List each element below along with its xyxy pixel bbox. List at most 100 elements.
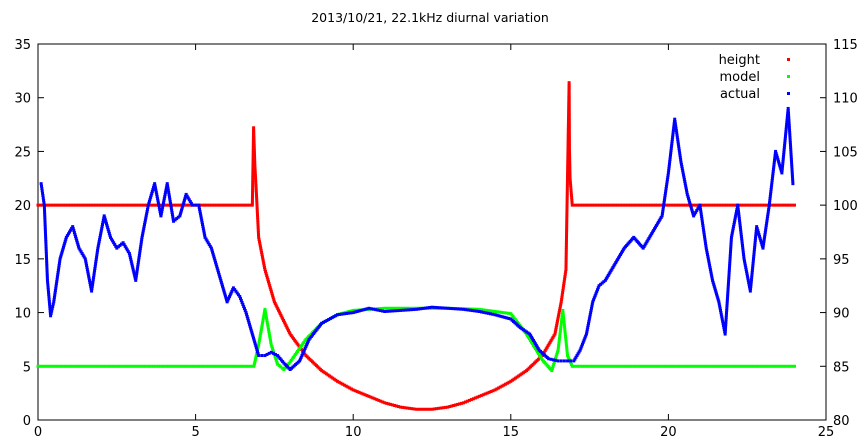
data-point <box>473 309 477 313</box>
data-point <box>198 212 202 216</box>
data-point <box>550 369 554 373</box>
data-point <box>593 203 597 207</box>
data-point <box>551 365 555 369</box>
data-point <box>279 358 283 362</box>
data-point <box>722 326 726 330</box>
data-point <box>533 342 537 346</box>
data-point <box>567 141 571 145</box>
data-point <box>543 349 547 353</box>
data-point <box>567 101 571 105</box>
data-point <box>489 390 493 394</box>
data-point <box>704 242 708 246</box>
data-point <box>672 126 676 130</box>
data-point <box>528 337 532 341</box>
data-point <box>729 364 733 368</box>
data-point <box>721 321 725 325</box>
data-point <box>224 364 228 368</box>
data-point <box>175 203 179 207</box>
data-point <box>143 222 147 226</box>
data-point <box>94 203 98 207</box>
data-point <box>270 292 274 296</box>
data-point <box>653 225 657 229</box>
data-point <box>568 154 572 158</box>
data-point <box>202 229 206 233</box>
data-point <box>535 350 539 354</box>
data-point <box>745 274 749 278</box>
data-point <box>97 242 101 246</box>
data-point <box>149 203 153 207</box>
data-point <box>245 314 249 318</box>
data-point <box>562 318 566 322</box>
data-point <box>273 352 277 356</box>
data-point <box>48 302 52 306</box>
data-point <box>471 309 475 313</box>
data-point <box>119 364 123 368</box>
data-point <box>298 346 302 350</box>
data-point <box>782 152 786 156</box>
data-point <box>61 203 65 207</box>
data-point <box>773 158 777 162</box>
data-point <box>588 203 592 207</box>
data-point <box>531 343 535 347</box>
data-point <box>564 250 568 254</box>
data-point <box>567 98 571 102</box>
data-point <box>169 202 173 206</box>
data-point <box>554 358 558 362</box>
data-point <box>385 401 389 405</box>
data-point <box>596 203 600 207</box>
data-point <box>45 259 49 263</box>
data-point <box>44 364 48 368</box>
data-point <box>684 188 688 192</box>
data-point <box>278 312 282 316</box>
data-point <box>563 327 567 331</box>
data-point <box>565 204 569 208</box>
data-point <box>666 171 670 175</box>
data-point <box>211 252 215 256</box>
data-point <box>46 283 50 287</box>
data-point <box>533 347 537 351</box>
data-point <box>172 364 176 368</box>
data-point <box>705 250 709 254</box>
data-point <box>90 287 94 291</box>
data-point <box>54 286 58 290</box>
data-point <box>254 354 258 358</box>
data-point <box>256 230 260 234</box>
data-point <box>531 339 535 343</box>
data-point <box>722 364 726 368</box>
data-point <box>778 165 782 169</box>
data-point <box>572 359 576 363</box>
data-point <box>737 364 741 368</box>
data-point <box>428 306 432 310</box>
y2-tick-label: 115 <box>833 38 858 53</box>
y2-tick-label: 80 <box>833 414 850 429</box>
data-point <box>252 133 256 137</box>
data-point <box>125 248 129 252</box>
data-point <box>714 290 718 294</box>
data-point <box>559 300 563 304</box>
data-point <box>681 169 685 173</box>
data-point <box>499 314 503 318</box>
data-point <box>277 310 281 314</box>
data-point <box>238 294 242 298</box>
data-point <box>705 248 709 252</box>
data-point <box>209 246 213 250</box>
data-point <box>708 263 712 267</box>
data-point <box>235 203 239 207</box>
data-point <box>198 210 202 214</box>
data-point <box>159 214 163 218</box>
data-point <box>659 215 663 219</box>
data-point <box>197 203 201 207</box>
data-point <box>269 290 273 294</box>
data-point <box>581 340 585 344</box>
data-point <box>569 361 573 365</box>
data-point <box>564 236 568 240</box>
data-point <box>716 298 720 302</box>
data-point <box>665 178 669 182</box>
data-point <box>760 242 764 246</box>
data-point <box>753 243 757 247</box>
data-point <box>567 121 571 125</box>
data-point <box>56 273 60 277</box>
data-point <box>391 309 395 313</box>
x-tick-label: 0 <box>34 425 42 440</box>
data-point <box>554 354 558 358</box>
